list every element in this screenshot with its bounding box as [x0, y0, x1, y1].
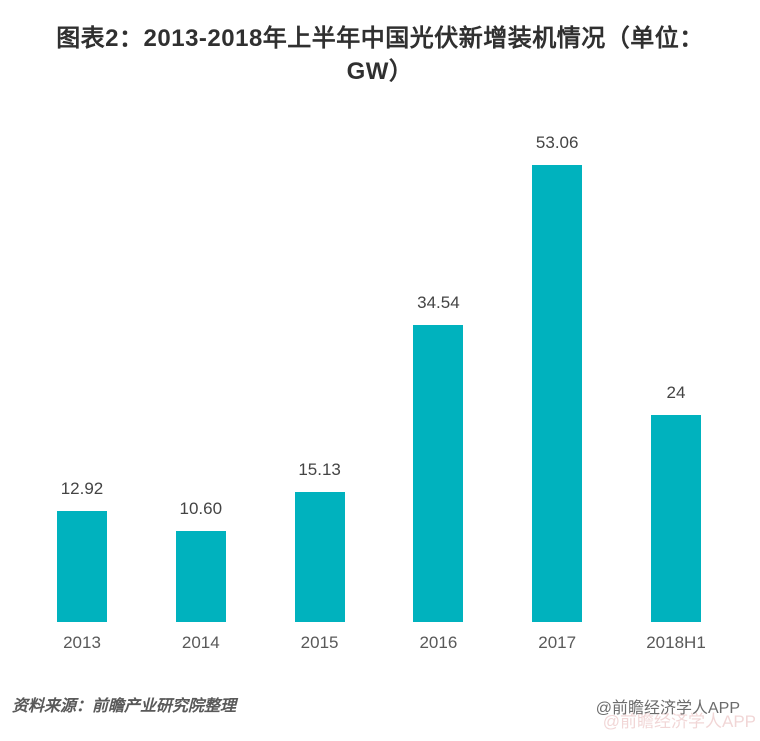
x-axis-label: 2016	[419, 633, 458, 652]
x-axis-label: 2018H1	[646, 633, 706, 652]
bar	[413, 325, 464, 622]
bar-value-label: 53.06	[535, 133, 579, 152]
bar-value-label: 34.54	[417, 293, 460, 312]
chart-title-line1: 图表2：2013-2018年上半年中国光伏新增装机情况（单位：	[56, 25, 704, 52]
bar	[532, 165, 583, 622]
watermark: @前瞻经济学人APP	[602, 712, 756, 731]
bar-value-label: 24	[666, 383, 686, 402]
credit-note: @前瞻经济学人APP	[595, 700, 740, 717]
x-axis-label: 2017	[538, 633, 577, 652]
chart-title: 图表2：2013-2018年上半年中国光伏新增装机情况（单位： GW）	[0, 22, 760, 88]
x-axis-label: 2013	[63, 633, 101, 652]
bar	[651, 415, 701, 622]
bar-value-label: 15.13	[298, 460, 341, 479]
bar-value-label: 12.92	[60, 479, 104, 498]
x-axis-label: 2014	[181, 633, 220, 652]
bar	[175, 531, 226, 622]
bar	[294, 492, 345, 622]
x-axis-label: 2015	[300, 633, 339, 652]
bar	[57, 511, 107, 622]
chart-title-line2: GW）	[346, 58, 414, 85]
source-note: 资料来源：前瞻产业研究院整理	[12, 698, 237, 715]
bar-value-label: 10.60	[179, 499, 223, 518]
